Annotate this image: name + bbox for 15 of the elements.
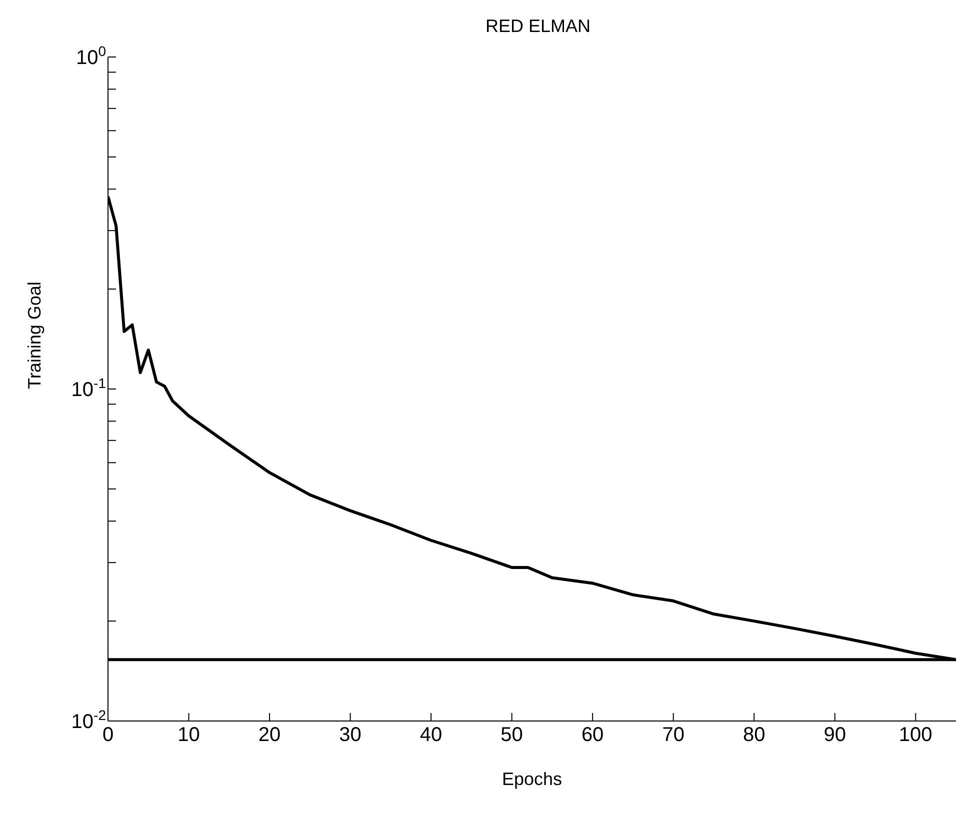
y-axis-title: Training Goal [24,282,44,389]
x-tick-label: 80 [742,724,766,746]
x-tick-label: 100 [898,724,932,746]
x-tick-label: 90 [824,724,846,746]
x-tick-label: 50 [500,724,523,746]
x-axis-title: Epochs [502,769,562,789]
x-tick-label: 40 [420,724,442,746]
x-tick-label: 70 [662,724,684,746]
x-tick-label: 10 [178,724,200,746]
chart-title: RED ELMAN [485,16,591,36]
x-tick-label: 20 [258,724,281,746]
x-tick-label: 60 [581,724,604,746]
y-tick-label: 10$^{-1}$ [71,375,106,401]
y-tick-label: 10$^{0}$ [76,43,106,69]
x-tick-label: 30 [339,724,362,746]
